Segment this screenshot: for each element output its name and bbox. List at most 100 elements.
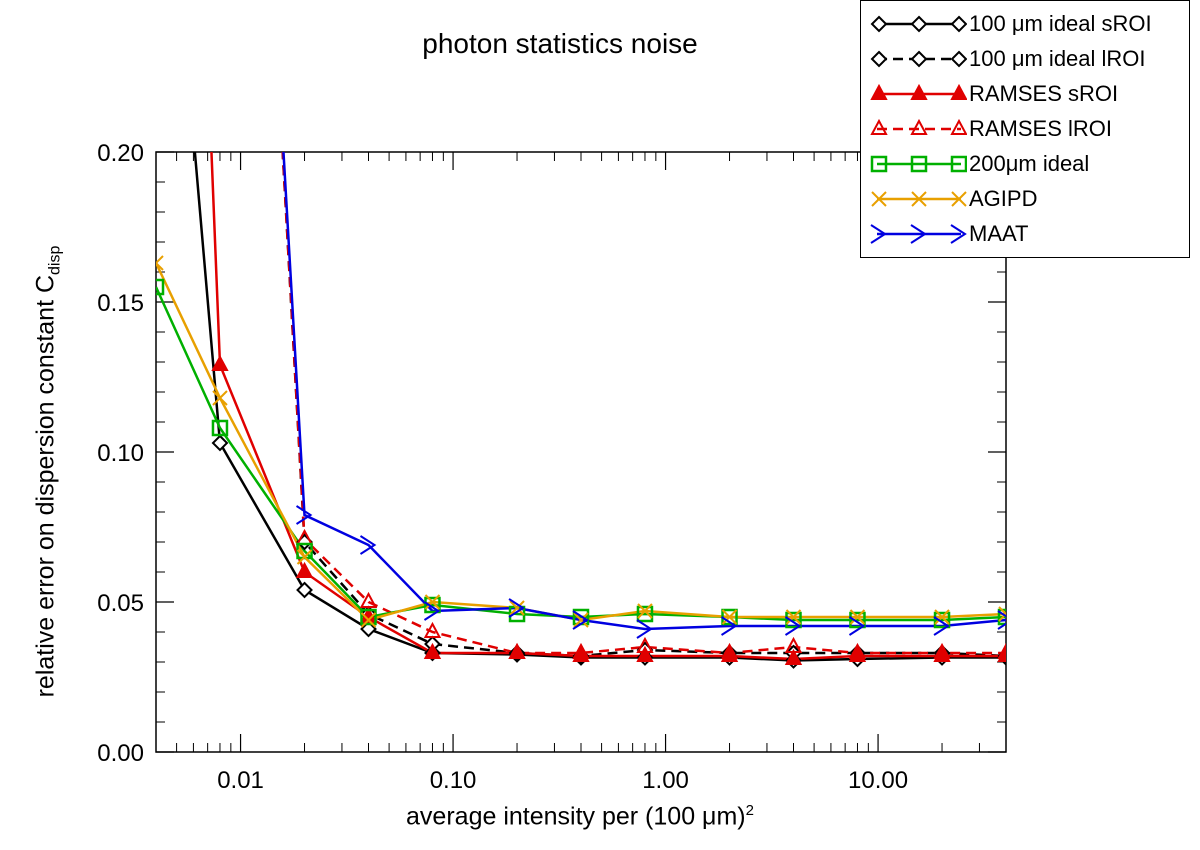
legend-marker: [870, 50, 888, 68]
data-point-s6-6: [636, 619, 653, 639]
x-tick-label: 0.10: [430, 767, 477, 794]
legend-marker: [910, 224, 927, 244]
legend-marker: [910, 15, 928, 33]
legend-marker: [910, 155, 928, 173]
legend-swatch: [870, 118, 967, 135]
data-point-s6-1: [295, 505, 313, 525]
legend-entry: AGIPD: [861, 182, 1189, 216]
data-point-s6-3: [423, 601, 441, 621]
data-point-s5-1: [212, 390, 228, 406]
legend-marker: [871, 191, 887, 207]
series-line-6: [282, 152, 1006, 631]
legend-marker: [870, 118, 888, 135]
legend-marker: [950, 118, 967, 135]
data-point-s2-7: [636, 645, 654, 662]
data-point-s6-11: [997, 610, 1006, 630]
data-point-s2-4: [423, 642, 442, 659]
legend-label: MAAT: [969, 221, 1029, 246]
data-point-s3-11: [997, 642, 1006, 659]
data-point-s3-6: [636, 636, 654, 653]
legend-entry: RAMSES lROI: [861, 112, 1189, 146]
legend-marker: [870, 83, 888, 100]
series-line-4: [156, 286, 1006, 622]
y-tick-label: 0.10: [97, 440, 144, 467]
y-tick-label: 0.00: [97, 740, 144, 767]
data-point-s4-11: [933, 611, 951, 629]
data-point-s6-10: [933, 616, 950, 636]
x-tick-label: 0.01: [217, 767, 264, 794]
data-point-s5-11: [934, 609, 950, 625]
data-point-s5-10: [849, 609, 866, 625]
data-point-s4-3: [360, 608, 377, 626]
y-axis-label: relative error on dispersion constant Cd…: [32, 162, 65, 782]
legend-marker: [870, 224, 887, 244]
y-tick-label: 0.20: [97, 140, 144, 167]
legend-swatch: [870, 155, 967, 173]
legend-marker: [950, 155, 967, 173]
chart-title: photon statistics noise: [422, 28, 698, 59]
data-point-s2-1: [211, 354, 229, 371]
data-point-s5-4: [424, 594, 441, 610]
marker-layer: [156, 255, 1006, 669]
data-point-s4-12: [997, 608, 1006, 626]
data-point-s5-6: [573, 612, 589, 628]
legend-entry: 200μm ideal: [861, 147, 1189, 181]
data-point-s3-10: [933, 642, 951, 659]
legend-swatch: [871, 191, 967, 207]
legend-label: RAMSES lROI: [969, 116, 1113, 141]
data-point-s3-4: [508, 642, 526, 659]
x-axis-label: average intensity per (100 μm)2: [330, 802, 830, 831]
y-tick-label: 0.15: [97, 290, 144, 317]
series-line-3: [281, 152, 1006, 655]
data-point-s2-9: [784, 648, 803, 665]
legend-swatch: [870, 224, 967, 244]
data-point-s5-8: [721, 609, 738, 625]
legend-marker: [910, 50, 928, 68]
legend-marker: [911, 191, 927, 207]
x-tick-label: 1.00: [642, 767, 689, 794]
data-point-s6-7: [720, 616, 738, 636]
data-point-s6-4: [508, 598, 525, 618]
data-point-s4-10: [849, 611, 866, 629]
series-line-5: [156, 262, 1006, 622]
data-point-s6-9: [848, 616, 866, 636]
data-point-s0-2: [296, 581, 313, 599]
data-point-s4-0: [156, 278, 165, 296]
data-point-s6-2: [359, 535, 377, 555]
legend-marker: [870, 15, 888, 33]
data-point-s4-1: [211, 419, 229, 437]
data-point-s4-7: [636, 605, 654, 623]
data-point-s3-7: [720, 642, 739, 659]
legend-label: 100 μm ideal sROI: [969, 11, 1152, 36]
legend-marker: [951, 191, 967, 207]
y-axis-label-sub: disp: [46, 245, 64, 275]
data-point-s0-1: [211, 434, 229, 452]
legend-marker: [910, 118, 928, 135]
data-point-s5-9: [785, 609, 802, 625]
y-axis-label-main: relative error on dispersion constant C: [31, 274, 60, 698]
data-point-s5-5: [509, 600, 525, 616]
legend: 100 μm ideal sROI 100 μm ideal lROI RAMSES…: [860, 0, 1190, 258]
legend-label: AGIPD: [969, 186, 1038, 211]
data-point-s3-8: [784, 636, 803, 653]
data-point-s5-2: [296, 549, 313, 565]
data-point-s3-9: [848, 642, 867, 659]
legend-marker: [950, 15, 967, 33]
data-point-s4-4: [424, 596, 441, 614]
data-point-s5-12: [998, 606, 1006, 622]
data-point-s5-0: [156, 255, 164, 271]
data-point-s3-5: [572, 642, 590, 659]
legend-marker: [950, 50, 967, 68]
data-point-s6-5: [572, 610, 589, 630]
data-point-s3-3: [423, 621, 442, 638]
legend-marker: [950, 83, 967, 100]
data-point-s6-8: [784, 616, 802, 636]
legend-marker: [950, 224, 967, 244]
legend-swatch: [870, 15, 967, 33]
legend-entry: 100 μm ideal sROI: [861, 7, 1189, 41]
data-point-s0-3: [360, 620, 377, 638]
x-axis-label-main: average intensity per (100 μm): [406, 802, 746, 831]
legend-swatch: [870, 50, 967, 68]
data-point-s5-3: [360, 612, 377, 628]
